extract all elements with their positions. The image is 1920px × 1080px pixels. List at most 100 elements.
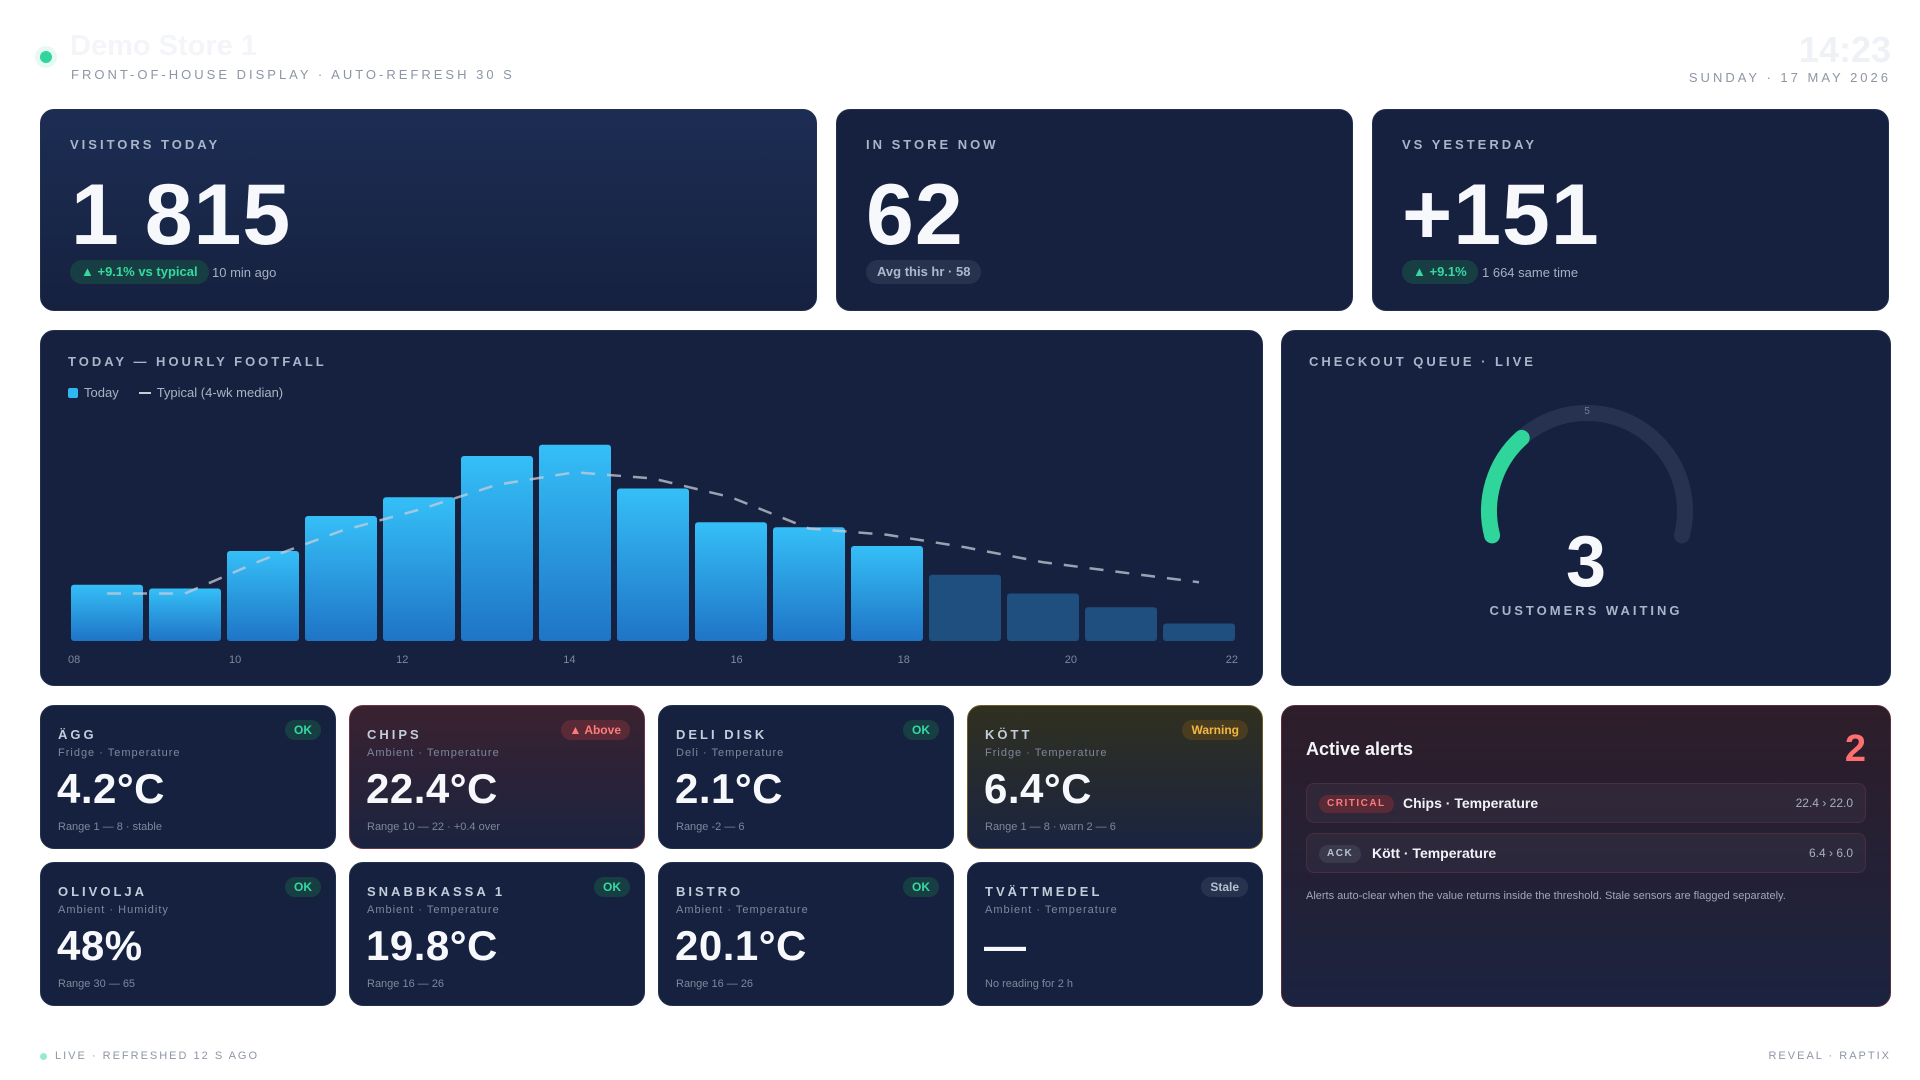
sensor-range: Range 30 — 65 [58,978,136,990]
bar-hour-10 [227,551,299,641]
gauge-mid-label: 5 [1584,406,1590,417]
alerts-title: Active alerts [1306,739,1414,759]
footer-live-dot [40,1053,47,1060]
bar-hour-08 [71,584,143,641]
visitors-today-card: Visitors today 1 815 ▲ +9.1% vs typical … [40,109,817,311]
sensor-value: 6.4°C [984,765,1093,812]
queue-gauge: 5 [1481,405,1693,544]
alert-row-kott[interactable]: Ack Kött · Temperature 6.4 › 6.0 [1306,833,1866,873]
x-tick-label: 22 [1226,654,1238,666]
vs-yesterday-trend-pill: ▲ +9.1% [1402,260,1478,284]
bar-hour-18 [851,546,923,641]
sensor-name: Olivolja [58,884,148,899]
x-tick-label: 16 [730,654,742,666]
x-tick-label: 10 [229,654,241,666]
sensor-status-badge: OK [594,877,630,897]
sensor-name: Tvättmedel [985,884,1103,899]
sensor-type: Ambient · Temperature [985,904,1118,916]
bar-hour-09 [149,588,221,641]
sensor-range: Range 1 — 8 · warn 2 — 6 [985,821,1116,833]
checkout-queue-card: Checkout queue · live 5 3 Customers wait… [1281,330,1891,686]
queue-count: 3 [1565,522,1607,602]
sensor-range: No reading for 2 h [985,978,1074,990]
sensor-name: Bistro [676,884,744,899]
bar-hour-19 [929,574,1001,641]
alert-row-chips[interactable]: Critical Chips · Temperature 22.4 › 22.0 [1306,783,1866,823]
in-store-now-label: In store now [866,137,999,152]
sensor-tile-deli-disk[interactable]: Deli Disk Deli · Temperature 2.1°C Range… [658,705,954,849]
visitors-today-value: 1 815 [71,167,292,263]
sensor-value: 22.4°C [366,765,498,812]
sensor-value: 19.8°C [366,922,498,969]
bar-hour-20 [1007,593,1079,641]
sensor-type: Ambient · Temperature [676,904,809,916]
bar-hour-17 [773,527,845,641]
alert-severity-tag: Critical [1319,795,1394,813]
display-subtitle: Front-of-house display · Auto-refresh 30… [71,67,515,82]
vs-yesterday-value: +151 [1402,167,1600,263]
bar-hour-11 [305,516,377,641]
sensor-value: 20.1°C [675,922,807,969]
sensor-tile-snabbkassa-1[interactable]: Snabbkassa 1 Ambient · Temperature 19.8°… [349,862,645,1006]
sensor-type: Ambient · Temperature [367,904,500,916]
refresh-status: Live · Refreshed 12 s ago [55,1050,260,1062]
sensor-tile-agg[interactable]: Ägg Fridge · Temperature 4.2°C Range 1 —… [40,705,336,849]
sensor-tile-chips[interactable]: Chips Ambient · Temperature 22.4°C Range… [349,705,645,849]
alert-value: 6.4 › 6.0 [1808,846,1853,860]
footfall-chart: 08 10 12 14 16 18 20 22 [68,444,1238,666]
queue-count-label: Customers waiting [1489,603,1683,618]
sensor-name: Snabbkassa 1 [367,884,506,899]
sensor-status-badge: ▲ Above [560,720,630,740]
alert-severity-tag: Ack [1319,845,1362,863]
chart-legend: Today Typical (4-wk median) [68,385,283,400]
sensor-tile-bistro[interactable]: Bistro Ambient · Temperature 20.1°C Rang… [658,862,954,1006]
sensor-status-badge: OK [285,877,321,897]
store-title: Demo Store 1 [70,30,257,62]
legend-label-today: Today [84,385,119,400]
sensor-value: 48% [57,922,143,969]
bar-hour-15 [617,488,689,641]
sensor-range: Range 16 — 26 [367,978,445,990]
footfall-chart-title: Today — hourly footfall [68,354,327,369]
bar-hour-13 [461,456,533,641]
sensor-name: Ägg [58,727,97,742]
sensor-status-badge: Stale [1201,877,1248,897]
branding: Reveal · Raptix [1768,1050,1891,1062]
sensor-type: Deli · Temperature [676,747,785,759]
alert-sensor-name: Chips · Temperature [1403,795,1539,811]
x-tick-label: 08 [68,654,80,666]
legend-label-typical: Typical (4-wk median) [156,385,284,400]
sensor-status-badge: OK [903,877,939,897]
in-store-now-card: In store now 62 Avg this hr · 58 [836,109,1353,311]
sensor-range: Range 10 — 22 · +0.4 over [367,821,500,833]
x-tick-label: 12 [396,654,408,666]
sensor-range: Range -2 — 6 [676,821,745,833]
same-time-yesterday-note: 1 664 same time [1482,265,1579,280]
legend-swatch-today [68,388,78,398]
visitors-updated-note: 10 min ago [212,265,277,280]
bar-hour-21 [1085,607,1157,641]
clock-time: 14:23 [1798,29,1891,70]
legend-swatch-typical [138,392,151,394]
alert-sensor-name: Kött · Temperature [1372,845,1497,861]
hourly-footfall-card: Today — hourly footfall Today Typical (4… [40,330,1263,686]
x-tick-label: 14 [563,654,575,666]
alert-value: 22.4 › 22.0 [1795,796,1853,810]
sensor-range: Range 1 — 8 · stable [58,821,162,833]
legend-item-typical: Typical (4-wk median) [138,385,284,400]
sensor-name: Kött [985,727,1033,742]
checkout-queue-title: Checkout queue · live [1309,354,1536,369]
alerts-footnote: Alerts auto-clear when the value returns… [1306,890,1786,902]
sensor-value: 4.2°C [57,765,166,812]
live-status-dot [40,51,52,63]
typical-line [107,470,1200,595]
sensor-status-badge: OK [285,720,321,740]
sensor-tile-kott[interactable]: Kött Fridge · Temperature 6.4°C Range 1 … [967,705,1263,849]
sensor-type: Fridge · Temperature [985,747,1108,759]
sensor-tile-tvattmedel[interactable]: Tvättmedel Ambient · Temperature — No re… [967,862,1263,1006]
sensor-tile-olivolja[interactable]: Olivolja Ambient · Humidity 48% Range 30… [40,862,336,1006]
alerts-count: 2 [1844,728,1866,770]
sensor-value: 2.1°C [675,765,784,812]
bar-hour-16 [695,522,767,641]
hourly-average-pill: Avg this hr · 58 [866,260,982,284]
